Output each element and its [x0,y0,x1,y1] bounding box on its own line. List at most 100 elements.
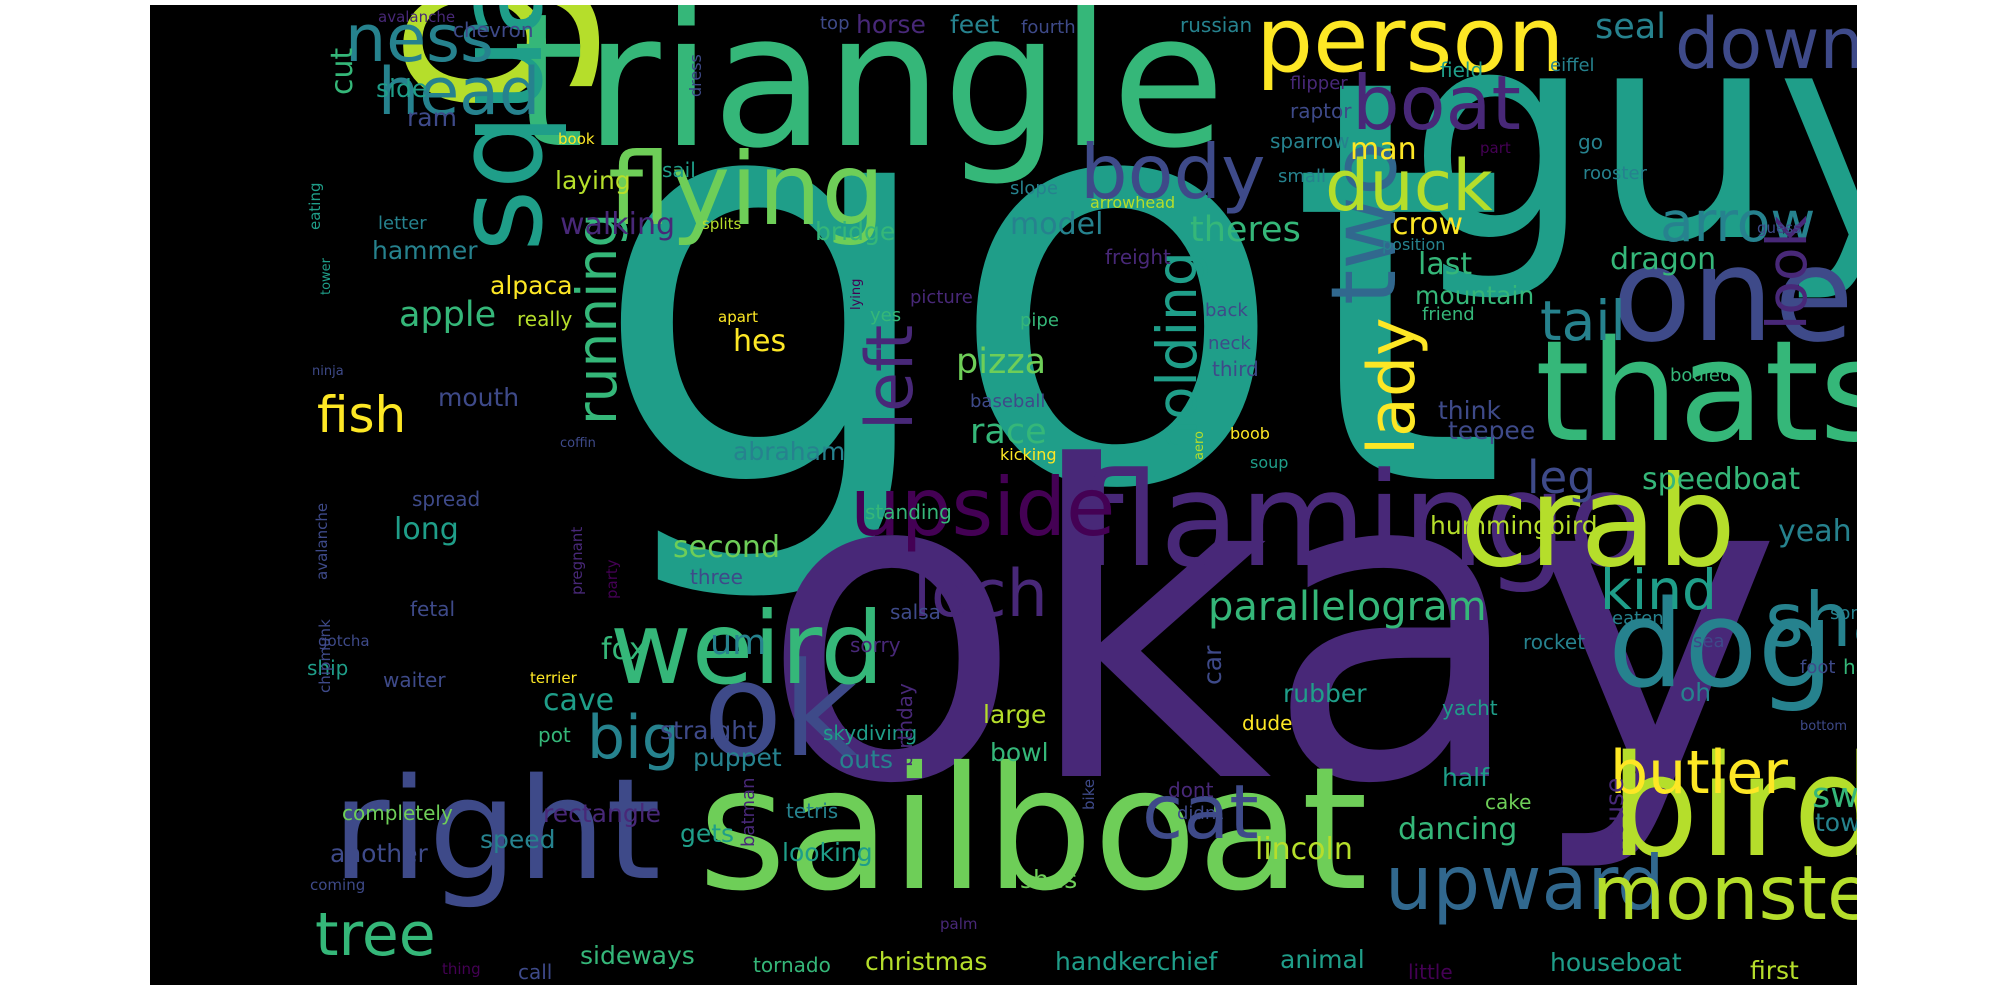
cloud-word: big [587,703,680,773]
cloud-word: pizza [956,342,1047,382]
cloud-word: kind [1600,558,1717,622]
cloud-word: boat [1352,59,1521,147]
cloud-word: eiffel [1550,55,1595,76]
cloud-word: walking [560,207,676,242]
cloud-word: guy [1408,5,1857,306]
cloud-word: dress [686,54,705,97]
cloud-word: okay [760,378,1783,878]
cloud-word: yes [870,305,902,326]
cloud-word: christmas [865,947,988,976]
cloud-word: ness [345,5,494,77]
cloud-word: running [565,212,629,425]
cloud-word: part [1480,139,1511,157]
cloud-word: lying [849,278,864,310]
cloud-word: ninja [312,364,344,379]
cloud-word: pipe [1020,310,1059,331]
cloud-word: one [1612,219,1854,371]
cloud-word: russian [1180,13,1253,37]
cloud-word: apple [399,295,497,335]
cloud-word: completely [342,801,453,825]
cloud-word: batman [738,777,759,848]
cloud-word: body [1080,128,1266,216]
cloud-word: soup [1250,453,1289,472]
cloud-word: hammer [372,236,478,265]
cloud-word: cake [1485,790,1532,814]
cloud-word: position [1382,235,1446,254]
cloud-word: long [394,512,459,547]
cloud-word: aero [1192,431,1207,460]
cloud-word: model [1010,207,1104,242]
cloud-word: top [820,13,850,34]
cloud-word: letter [378,213,427,234]
cloud-word: tree [315,900,436,970]
cloud-word: rocket [1523,630,1586,654]
cloud-word: bodied [1670,365,1732,386]
cloud-word: kicking [1000,445,1057,464]
cloud-word: race [970,412,1047,452]
cloud-word: holding [1145,251,1209,455]
cloud-word: coming [310,876,366,894]
cloud-word: speedboat [1642,462,1801,497]
cloud-word: horse [856,10,926,39]
cloud-word: cave [543,683,615,718]
cloud-word: crow [1392,207,1464,242]
cloud-word: gets [680,819,735,848]
cloud-word: puppet [693,743,782,772]
cloud-word: duck [1325,145,1493,227]
cloud-word: animal [1280,945,1365,974]
cloud-word: upward [1385,839,1665,927]
cloud-word: fish [317,386,407,444]
cloud-word: shes [1020,865,1078,894]
cloud-word: eaten [1612,608,1664,629]
cloud-word: didnt [1177,803,1224,824]
cloud-word: last [1418,247,1473,282]
cloud-word: freight [1105,245,1171,269]
cloud-word: speed [480,825,556,854]
cloud-word: three [690,565,743,589]
cloud-word: raptor [1290,99,1352,123]
cloud-word: sparrow [1270,129,1350,153]
cloud-word: neck [1208,333,1251,354]
cloud-word: car [1198,645,1227,685]
cloud-word: terrier [530,669,577,687]
cloud-word: got [590,5,1508,612]
cloud-word: seal [1595,7,1666,47]
cloud-word: back [1205,300,1248,321]
cloud-word: rectangle [543,799,662,828]
cloud-word: bottom [1800,719,1848,734]
cloud-word: tetris [786,799,839,823]
cloud-word: bird [1610,726,1857,889]
cloud-word: hummingbird [1430,511,1598,540]
cloud-word: second [673,530,780,565]
cloud-word: hes [733,324,787,359]
cloud-word: party [603,559,621,599]
cloud-word: skydiving [823,721,918,745]
cloud-word: person [1256,5,1565,93]
cloud-word: leg [1527,451,1596,504]
cloud-word: head [378,55,541,130]
cloud-word: side [376,74,428,103]
cloud-word: eating [306,182,324,231]
cloud-word: towards [1815,808,1857,837]
cloud-word: arrowhead [1090,193,1176,212]
cloud-word: butler [1610,738,1788,808]
cloud-word: dog [1608,576,1834,715]
cloud-word: dude [1242,711,1293,735]
cloud-word: palm [940,915,978,933]
cloud-word: mountain [1415,281,1535,310]
cloud-word: foot [1800,657,1836,678]
cloud-word: cut [325,47,360,95]
cloud-word: somersault [1830,603,1857,624]
cloud-word: call [518,960,553,984]
cloud-word: bowl [990,738,1049,767]
cloud-word: splits [702,215,742,233]
cloud-word: salsa [890,600,941,624]
cloud-word: fetal [410,597,455,621]
cloud-word: coffin [560,436,596,451]
cloud-word: ship [307,656,349,680]
cloud-word: book [558,130,595,148]
cloud-word: feet [950,10,1000,39]
cloud-word: fourth [1021,17,1076,38]
cloud-word: dragon [1610,242,1717,277]
cloud-word: boob [1230,424,1270,443]
